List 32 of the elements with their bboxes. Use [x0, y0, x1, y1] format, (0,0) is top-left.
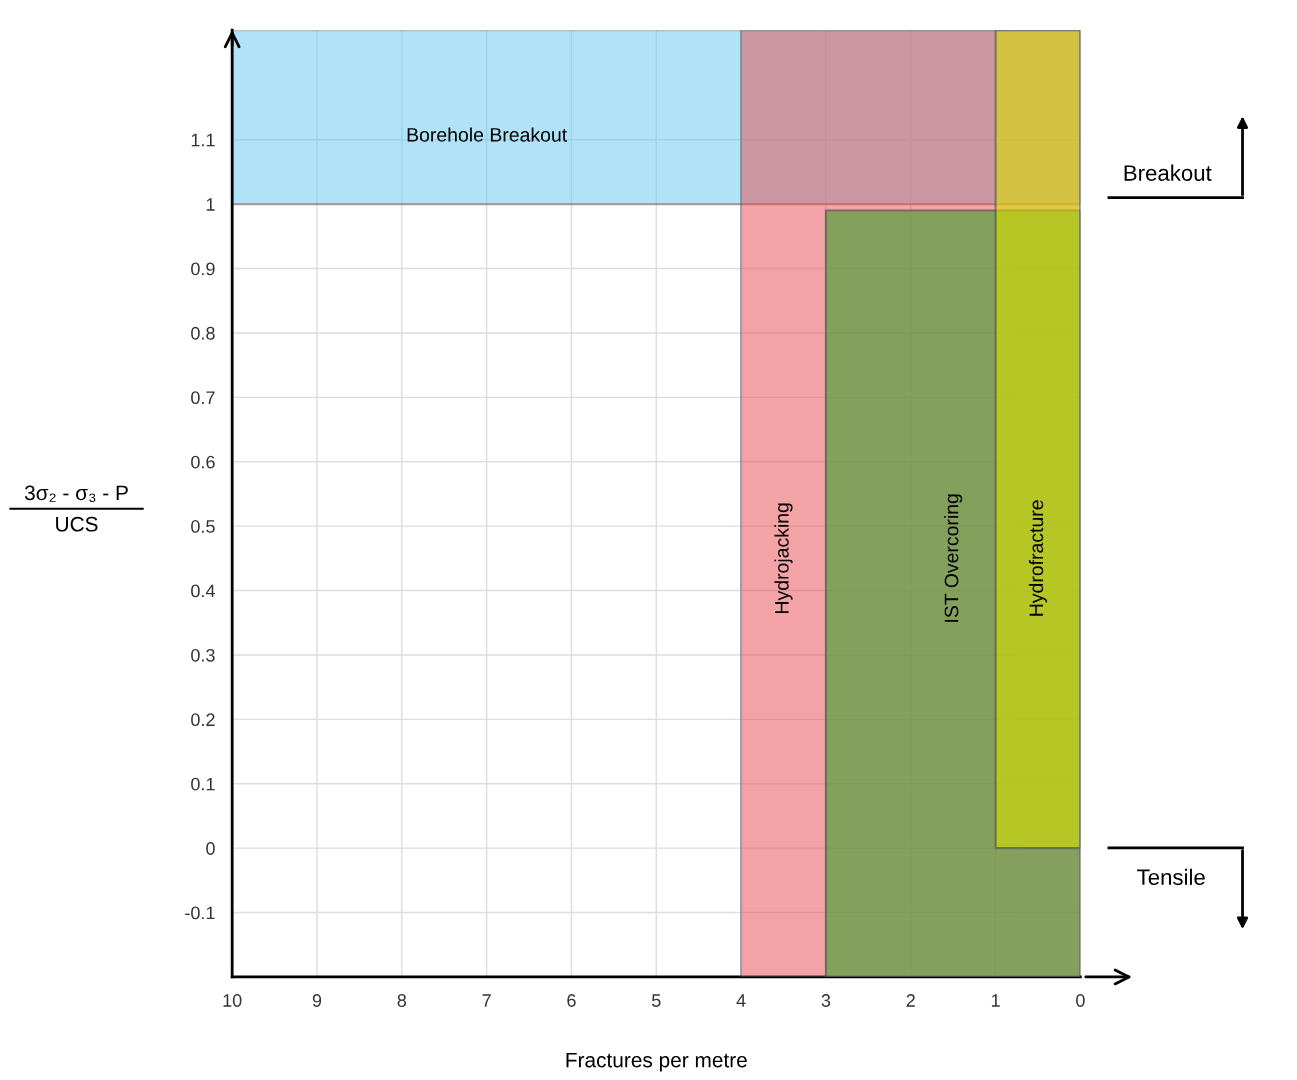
y-tick-label: 0	[206, 842, 215, 855]
x-tick-label: 5	[651, 994, 661, 1007]
x-axis-title: Fractures per metre	[566, 1052, 747, 1072]
y-axis-title: 3σ₂ - σ₃ - P UCS	[24, 485, 128, 532]
y-tick-label: 0.7	[191, 391, 215, 405]
series-label: IST Overcoring	[944, 494, 963, 622]
y-tick-label: 0.3	[191, 648, 215, 662]
x-tick-label: 0	[1076, 994, 1085, 1007]
x-tick-label: 6	[567, 994, 576, 1007]
x-tick-label: 1	[991, 994, 1000, 1007]
y-tick-label: 0.1	[191, 777, 215, 791]
x-tick-label: 2	[906, 994, 915, 1007]
x-tick-label: 7	[482, 994, 491, 1007]
series-label: Hydrojacking	[774, 503, 793, 613]
x-tick-label: 10	[223, 994, 242, 1007]
series-label: Borehole Breakout	[407, 127, 568, 142]
y-tick-label: 0.2	[191, 713, 215, 727]
y-tick-label: 1	[206, 198, 215, 211]
y-tick-label: 1.1	[191, 133, 215, 147]
y-tick-label: 0.5	[191, 520, 215, 533]
series-label: Hydrofracture	[1028, 500, 1048, 616]
text: Breakout	[1124, 164, 1212, 181]
x-tick-label: 3	[821, 994, 831, 1007]
y-tick-label: 0.9	[191, 262, 215, 276]
y-tick-label: 0.4	[191, 584, 215, 598]
y-tick-label: 0.8	[191, 326, 215, 340]
y-tick-label: 0.6	[191, 455, 215, 469]
text: Tensile	[1137, 868, 1205, 886]
x-tick-label: 9	[312, 994, 322, 1007]
y-tick-label: -0.1	[185, 906, 215, 920]
x-tick-label: 4	[736, 994, 746, 1007]
x-tick-label: 8	[397, 994, 407, 1007]
